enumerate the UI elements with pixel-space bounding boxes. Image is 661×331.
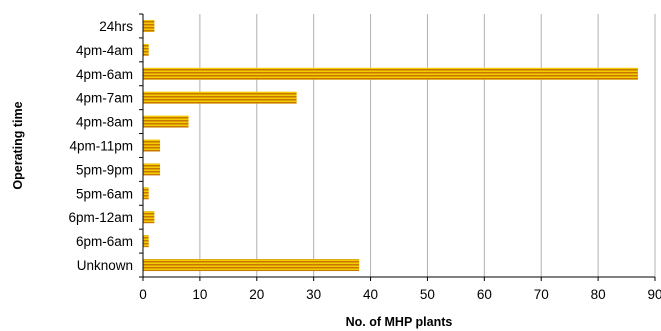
x-tick-label: 10 bbox=[192, 287, 207, 302]
x-tick-label: 0 bbox=[139, 287, 147, 302]
x-tick-label: 50 bbox=[420, 287, 435, 302]
y-tick-label: 5pm-6am bbox=[76, 186, 133, 201]
axes bbox=[142, 14, 655, 278]
bar-4pm-8am bbox=[143, 115, 189, 128]
y-tick-label: Unknown bbox=[77, 258, 133, 273]
x-tick-label: 90 bbox=[647, 287, 661, 302]
x-tick-label: 40 bbox=[363, 287, 378, 302]
x-tick-label: 80 bbox=[591, 287, 606, 302]
y-tick-label: 6pm-12am bbox=[68, 210, 133, 225]
y-axis-title: Operating time bbox=[11, 101, 25, 189]
x-tick-label: 20 bbox=[249, 287, 264, 302]
x-axis-title: No. of MHP plants bbox=[346, 315, 453, 329]
bar-5pm-6am bbox=[143, 187, 149, 200]
bar-24hrs bbox=[143, 19, 155, 32]
bar-4pm-7am bbox=[143, 91, 297, 104]
x-tick-label: 70 bbox=[534, 287, 549, 302]
bar-6pm-12am bbox=[143, 211, 155, 224]
y-tick-label: 4pm-4am bbox=[76, 43, 133, 58]
y-tick-label: 6pm-6am bbox=[76, 234, 133, 249]
x-tick-labels: 0 10 20 30 40 50 60 70 80 90 bbox=[139, 277, 661, 302]
bar-6pm-6am bbox=[143, 235, 149, 248]
bar-4pm-6am bbox=[143, 67, 638, 80]
y-tick-label: 4pm-8am bbox=[76, 115, 133, 130]
bars bbox=[143, 19, 638, 272]
y-tick-label: 4pm-11pm bbox=[69, 139, 133, 154]
bar-4pm-11pm bbox=[143, 139, 161, 152]
y-tick-labels: 24hrs 4pm-4am 4pm-6am 4pm-7am 4pm-8am 4pm-11p… bbox=[68, 13, 143, 278]
grid-lines bbox=[199, 14, 656, 277]
y-tick-label: 4pm-7am bbox=[76, 91, 133, 106]
y-tick-label: 4pm-6am bbox=[76, 67, 133, 82]
bar-5pm-9pm bbox=[143, 163, 161, 176]
x-tick-label: 60 bbox=[477, 287, 492, 302]
bar-4pm-4am bbox=[143, 43, 149, 56]
y-tick-label: 24hrs bbox=[99, 19, 133, 34]
y-tick-label: 5pm-9pm bbox=[76, 162, 133, 177]
bar-Unknown bbox=[143, 259, 360, 272]
x-tick-label: 30 bbox=[306, 287, 321, 302]
